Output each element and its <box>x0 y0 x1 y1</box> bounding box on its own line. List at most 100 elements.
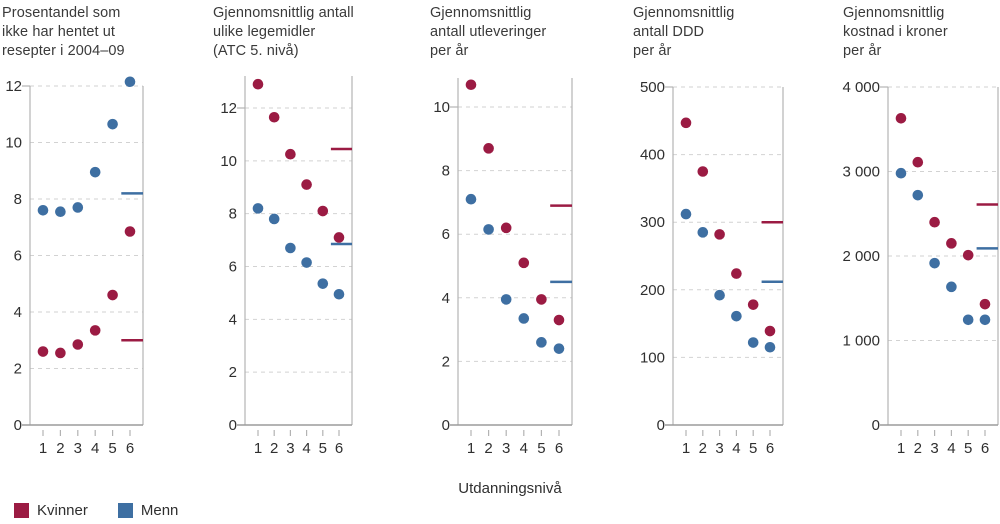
x-tick-label: 1 <box>254 440 262 457</box>
y-tick-label: 8 <box>229 206 237 223</box>
data-point-menn <box>731 310 742 322</box>
panel-2-title: Gjennomsnittlig antall ulike legemidler … <box>213 5 354 59</box>
data-point-menn <box>747 337 759 348</box>
data-point-menn <box>536 337 547 348</box>
data-point-kvinner <box>89 325 101 336</box>
x-tick-label: 6 <box>766 440 774 457</box>
x-tick-label: 3 <box>286 440 294 457</box>
data-point-menn <box>285 242 296 254</box>
y-tick-label: 100 <box>640 349 665 366</box>
y-tick-label: 6 <box>14 248 22 265</box>
panel-5-plot: 0 1 000 2 000 3 000 4 000 1 2 3 4 5 6 <box>842 79 999 457</box>
data-point-kvinner <box>747 299 759 310</box>
y-tick-label: 8 <box>442 163 450 180</box>
y-tick-label: 0 <box>442 417 450 434</box>
y-tick-label: 0 <box>872 417 880 434</box>
data-point-kvinner <box>714 229 725 240</box>
data-point-menn <box>764 341 776 353</box>
y-tick-label: 10 <box>220 153 237 170</box>
y-tick-label: 8 <box>14 191 22 208</box>
legend-label-menn: Menn <box>140 502 179 519</box>
panel-1-title: Prosentandel som ikke har hentet ut rese… <box>2 5 125 59</box>
x-tick-label: 5 <box>749 440 757 457</box>
legend-item-kvinner: Kvinner <box>14 502 88 519</box>
data-point-kvinner <box>107 289 118 301</box>
data-point-kvinner <box>946 238 957 249</box>
data-point-menn <box>979 314 991 326</box>
panel-4-plot: 0 100 200 300 400 500 1 2 3 4 5 6 <box>640 79 784 457</box>
x-tick-label: 6 <box>335 440 343 457</box>
data-point-kvinner <box>465 79 477 91</box>
x-tick-label: 4 <box>91 440 99 457</box>
kvinner-swatch-icon <box>14 503 29 518</box>
data-point-menn <box>912 189 924 201</box>
data-point-menn <box>89 166 101 178</box>
data-point-menn <box>268 213 280 225</box>
x-tick-label: 2 <box>270 440 278 457</box>
data-point-kvinner <box>929 216 940 228</box>
x-tick-label: 6 <box>981 440 989 457</box>
data-point-menn <box>962 314 974 326</box>
panel-4-title: Gjennomsnittlig antall DDD per år <box>633 5 735 59</box>
y-tick-label: 2 <box>14 361 22 378</box>
data-point-kvinner <box>55 347 66 359</box>
data-point-kvinner <box>268 111 280 123</box>
x-tick-label: 5 <box>537 440 545 457</box>
data-point-menn <box>333 288 345 300</box>
y-tick-label: 4 <box>442 290 450 307</box>
data-point-kvinner <box>764 325 776 337</box>
data-point-menn <box>946 281 957 293</box>
data-point-kvinner <box>553 314 565 326</box>
y-tick-label: 12 <box>220 100 237 117</box>
y-tick-label: 10 <box>433 99 450 116</box>
y-tick-label: 6 <box>442 226 450 243</box>
y-tick-label: 1 000 <box>842 333 880 350</box>
x-tick-label: 3 <box>74 440 82 457</box>
legend: Kvinner Menn <box>14 502 178 519</box>
x-tick-label: 2 <box>56 440 64 457</box>
data-point-kvinner <box>518 257 530 269</box>
x-tick-label: 3 <box>930 440 938 457</box>
data-point-menn <box>55 206 66 218</box>
y-tick-label: 500 <box>640 79 665 96</box>
data-point-menn <box>124 76 136 88</box>
data-point-menn <box>518 313 530 324</box>
data-point-menn <box>553 343 565 354</box>
data-point-kvinner <box>301 179 312 190</box>
y-tick-label: 2 <box>229 364 237 381</box>
data-point-menn <box>317 278 329 289</box>
data-point-kvinner <box>536 294 547 305</box>
data-point-kvinner <box>317 205 329 217</box>
x-tick-label: 3 <box>502 440 510 457</box>
x-tick-label: 6 <box>555 440 563 457</box>
data-point-menn <box>680 208 692 220</box>
x-tick-label: 1 <box>467 440 475 457</box>
y-tick-label: 0 <box>14 417 22 434</box>
x-tick-label: 5 <box>108 440 116 457</box>
y-tick-label: 4 <box>229 311 237 328</box>
data-point-menn <box>72 202 84 213</box>
data-point-kvinner <box>979 298 991 310</box>
data-point-kvinner <box>731 268 742 279</box>
data-point-kvinner <box>483 143 494 154</box>
data-point-menn <box>37 205 49 216</box>
data-point-kvinner <box>697 166 709 177</box>
data-point-kvinner <box>962 249 974 261</box>
x-tick-label: 2 <box>914 440 922 457</box>
legend-label-kvinner: Kvinner <box>37 502 88 519</box>
x-tick-label: 3 <box>715 440 723 457</box>
y-tick-label: 6 <box>229 259 237 276</box>
data-point-kvinner <box>37 346 49 357</box>
data-point-kvinner <box>285 148 296 160</box>
panel-3-title: Gjennomsnittlig antall utleveringer per … <box>430 5 547 59</box>
x-tick-label: 4 <box>520 440 528 457</box>
y-tick-label: 2 000 <box>842 248 880 265</box>
y-tick-label: 200 <box>640 282 665 299</box>
data-point-menn <box>500 294 512 305</box>
x-tick-label: 4 <box>732 440 740 457</box>
y-tick-label: 300 <box>640 214 665 231</box>
